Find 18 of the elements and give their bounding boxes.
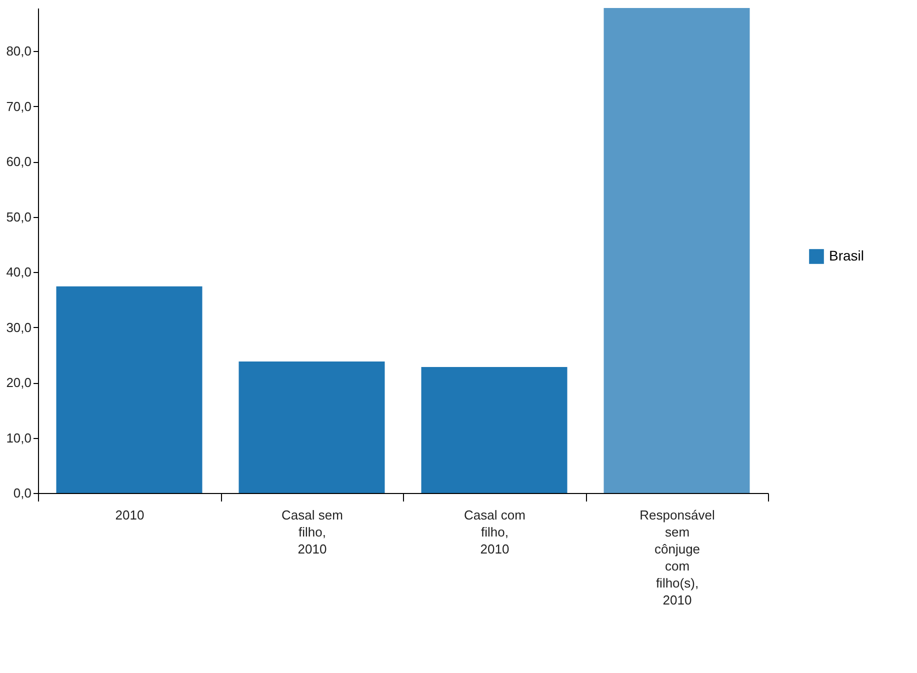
y-tick-label: 70,0	[6, 98, 32, 114]
x-tick-label: 2010	[115, 508, 144, 522]
bar	[421, 367, 568, 493]
y-tick-label: 0,0	[13, 486, 32, 500]
y-tick-label: 10,0	[6, 430, 32, 446]
legend-label: Brasil	[829, 248, 864, 264]
y-tick-label: 60,0	[6, 154, 32, 170]
y-tick-label: 50,0	[6, 209, 32, 224]
bar	[56, 286, 202, 493]
bar	[604, 8, 750, 493]
x-tick-label: Casal sem filho, 2010	[282, 508, 343, 556]
y-tick-label: 80,0	[6, 44, 32, 59]
y-tick-label: 20,0	[6, 375, 32, 390]
y-tick-label: 40,0	[6, 264, 32, 280]
y-tick-label: 30,0	[6, 320, 32, 335]
x-tick-label: Casal com filho, 2010	[464, 508, 526, 556]
bar	[238, 362, 385, 493]
x-tick-label: Responsável sem cônjuge com filho(s), 2010	[640, 508, 715, 608]
